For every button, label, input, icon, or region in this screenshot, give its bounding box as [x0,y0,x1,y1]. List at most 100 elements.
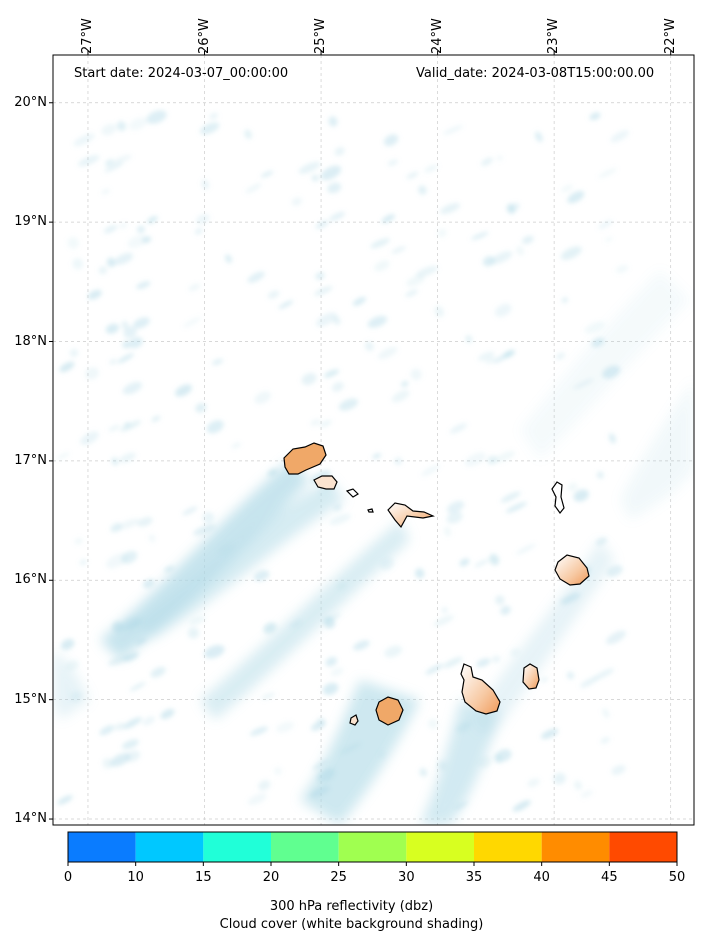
cloud-cell [394,457,403,466]
cloud-cell [593,668,615,680]
latitude-ticks [49,102,53,820]
colorbar-segment [68,832,136,862]
cloud-cell [72,258,84,270]
cloud-cell [372,453,382,459]
cloud-cell [374,260,390,272]
cloud-cell [331,381,344,392]
cloud-cell [334,146,345,156]
cloud-cell [611,765,626,775]
cloud-cell [494,303,512,317]
cloud-cell [522,235,534,244]
longitude-label: 24°W [429,18,445,54]
cloud-cell [115,722,125,731]
cloud-cell [123,326,137,339]
cloud-cell [459,558,470,567]
cloud-cell [291,197,303,206]
cloud-cell [328,116,338,127]
cloud-cell [441,607,448,614]
cloud-cell [453,801,469,810]
island-branco-raso [367,508,374,513]
cloud-cell [591,337,605,348]
cloud-cell [124,422,130,427]
cloud-cell [194,228,203,235]
cloud-cell [261,692,276,700]
cloud-cell [102,757,113,769]
cloud-cell [553,772,566,785]
cloud-cell [209,113,219,120]
cloud-cell [440,203,461,214]
cloud-cell [117,353,134,364]
colorbar-tick-label: 15 [195,870,212,885]
cloud-cell [478,351,495,362]
cloud-cell [600,737,611,744]
cloud-cell [315,312,337,327]
cloud-cell [500,491,521,503]
cloud-cell [610,130,629,143]
start-date-label: Start date: 2024-03-07_00:00:00 [74,66,289,81]
cloud-cell [142,236,152,244]
cloud-cell [80,431,99,446]
cloud-cell [410,368,422,381]
cloud-cell [117,518,140,530]
colorbar-title: 300 hPa reflectivity (dbz) [269,899,434,914]
latitude-label: 18°N [14,333,47,349]
colorbar-tick-label: 0 [63,870,73,885]
cloud-cell [317,768,335,782]
cloud-cell [67,236,79,249]
cloud-cell [464,452,487,467]
colorbar-frame [67,831,678,863]
cloud-cells [56,110,629,812]
cloud-cell [142,716,156,726]
cloud-cell [320,165,342,181]
cloud-cell [446,511,463,524]
cloud-cell [98,266,108,275]
cloud-cell [247,271,265,283]
cloud-cell [332,315,341,326]
island-brava [349,714,359,726]
cloud-cell [608,433,616,444]
cloud-cell [312,759,329,770]
cloud-cell [322,682,339,695]
island-outlines [283,442,590,726]
cloud-cell [437,228,447,238]
colorbar-segment [203,832,271,862]
colorbar-segment [271,832,339,862]
island-fogo [375,696,404,726]
cloud-cell [195,214,210,225]
cloud-cell [267,290,280,299]
cloud-cell [598,168,618,179]
cloud-cell [316,717,325,725]
cloud-cell [333,504,342,511]
cloud-cell [442,125,464,135]
cloud-cell [437,760,447,771]
cloud-cell [471,231,489,240]
latitude-label: 15°N [14,691,47,707]
cloud-cell [253,570,270,582]
cloud-cell [133,317,150,329]
cloud-cell [146,215,158,224]
cloud-cell [148,534,156,543]
cloud-cell [231,442,241,449]
cloud-cell [329,513,352,526]
cloud-cell [377,346,398,360]
longitude-label: 23°W [546,18,562,54]
cloud-cell [383,134,399,147]
cloud-cell [580,790,593,798]
cloud-cell [193,524,216,536]
cloud-cell [336,581,347,590]
cloud-cell [560,246,582,260]
cloud-cell [116,121,127,132]
cloud-cell [443,526,452,537]
colorbar-segment [541,832,610,862]
cloud-cell [119,222,128,229]
cloud-cell [496,155,503,162]
cloud-cell [602,708,610,719]
cloud-cell [218,543,233,554]
cloud-cell [500,605,511,616]
colorbar-segment [338,832,407,862]
cloud-cell [263,622,277,634]
island-sao-nicolau [387,502,435,529]
cloud-cell [310,419,321,426]
cloud-cell [112,154,132,164]
cloud-cell [206,420,224,434]
